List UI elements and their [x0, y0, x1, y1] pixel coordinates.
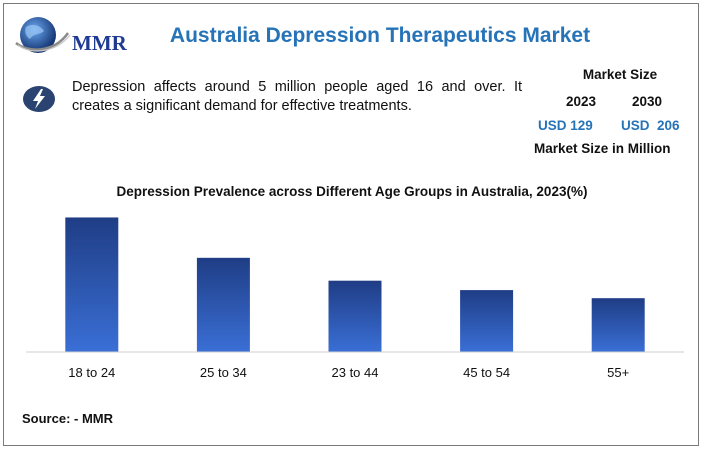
- value-end: USD 206: [621, 118, 680, 133]
- mmr-logo: MMR: [14, 13, 127, 59]
- x-tick-label: 23 to 44: [332, 365, 379, 380]
- x-tick-label: 25 to 34: [200, 365, 247, 380]
- bar-55-: [591, 298, 645, 352]
- x-tick-label: 55+: [607, 365, 629, 380]
- bar-18-to-24: [65, 217, 119, 352]
- chart-title: Depression Prevalence across Different A…: [116, 184, 588, 199]
- globe-icon: [15, 17, 71, 53]
- x-tick-label: 45 to 54: [463, 365, 510, 380]
- bar-45-to-54: [460, 290, 514, 352]
- bar-25-to-34: [196, 257, 250, 352]
- brand-name: MMR: [72, 31, 127, 55]
- year-start: 2023: [566, 94, 597, 109]
- x-tick-label: 18 to 24: [68, 365, 115, 380]
- year-end: 2030: [632, 94, 663, 109]
- market-size-unit: Market Size in Million: [534, 141, 671, 156]
- value-start: USD 129: [538, 118, 593, 133]
- info-text: Depression affects around 5 million peop…: [72, 79, 522, 114]
- bar-23-to-44: [328, 280, 382, 352]
- page-title: Australia Depression Therapeutics Market: [169, 24, 591, 47]
- infographic-frame: [3, 3, 699, 446]
- lightning-bolt-icon: [23, 86, 55, 112]
- source-note: Source: - MMR: [22, 411, 113, 426]
- market-size-label: Market Size: [582, 67, 658, 82]
